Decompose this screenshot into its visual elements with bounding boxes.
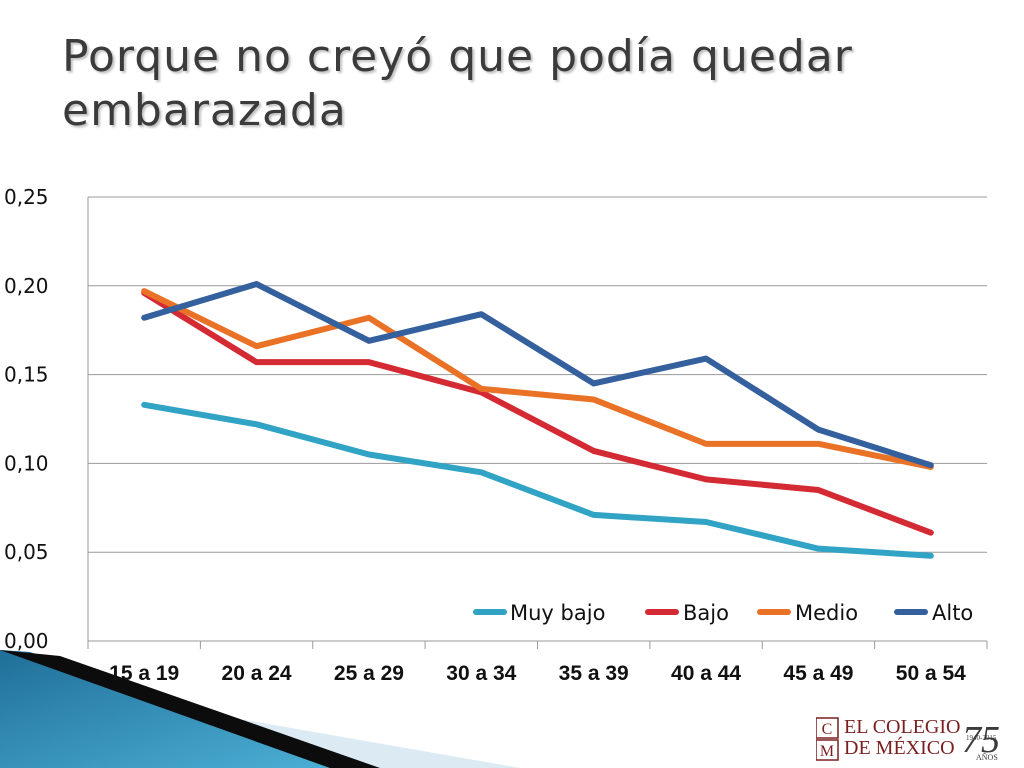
x-tick-label: 20 a 24 xyxy=(222,662,292,685)
logo-mark: C M 75 1940-2015 AÑOS xyxy=(816,717,1000,762)
x-tick-label: 35 a 39 xyxy=(559,662,629,685)
logo-text: EL COLEGIO DE MÉXICO xyxy=(844,717,960,759)
series-line-bajo xyxy=(141,289,934,536)
logo-years: 1940-2015 xyxy=(966,734,997,742)
y-tick-label: 0,00 xyxy=(4,629,49,653)
series-line-alto xyxy=(141,281,934,469)
logo-initial-m: M xyxy=(820,743,834,760)
y-tick-label: 0,05 xyxy=(4,540,49,564)
logo-line1: EL COLEGIO xyxy=(844,716,961,738)
legend-label: Bajo xyxy=(683,601,729,625)
y-axis: 0,00 0,05 0,10 0,15 0,20 0,25 xyxy=(4,185,89,653)
slide-title: Porque no creyó que podía quedar embaraz… xyxy=(62,31,853,136)
el-colegio-logo: C M 75 1940-2015 AÑOS EL COLEGIO DE MÉXI… xyxy=(816,716,1016,764)
x-tick-label: 50 a 54 xyxy=(896,662,966,685)
series-line-medio xyxy=(141,288,934,470)
legend-label: Medio xyxy=(795,601,858,625)
legend-label: Muy bajo xyxy=(510,601,605,625)
y-tick-label: 0,25 xyxy=(4,185,49,209)
logo-line2: DE MÉXICO xyxy=(844,737,955,759)
y-tick-label: 0,10 xyxy=(4,451,49,475)
corner-black-stripe xyxy=(0,650,380,768)
y-tick-label: 0,15 xyxy=(4,363,49,387)
x-tick-label: 15 a 19 xyxy=(109,662,179,685)
x-axis: 15 a 19 20 a 24 25 a 29 30 a 34 35 a 39 40 a … xyxy=(87,640,988,685)
x-tick-label: 45 a 49 xyxy=(783,662,853,685)
x-tick-label: 25 a 29 xyxy=(334,662,404,685)
x-tick-label: 40 a 44 xyxy=(671,662,741,685)
legend-label: Alto xyxy=(932,601,973,625)
series-line-muy-bajo xyxy=(141,401,934,559)
logo-years-word: AÑOS xyxy=(976,752,998,762)
series-lines xyxy=(141,281,934,559)
corner-decoration xyxy=(0,650,520,768)
logo-initial-c: C xyxy=(822,721,833,738)
x-tick-label: 30 a 34 xyxy=(446,662,516,685)
legend: Muy bajo Bajo Medio Alto xyxy=(473,601,973,625)
logo-anniversary: 75 xyxy=(962,719,1000,761)
y-tick-label: 0,20 xyxy=(4,274,49,298)
